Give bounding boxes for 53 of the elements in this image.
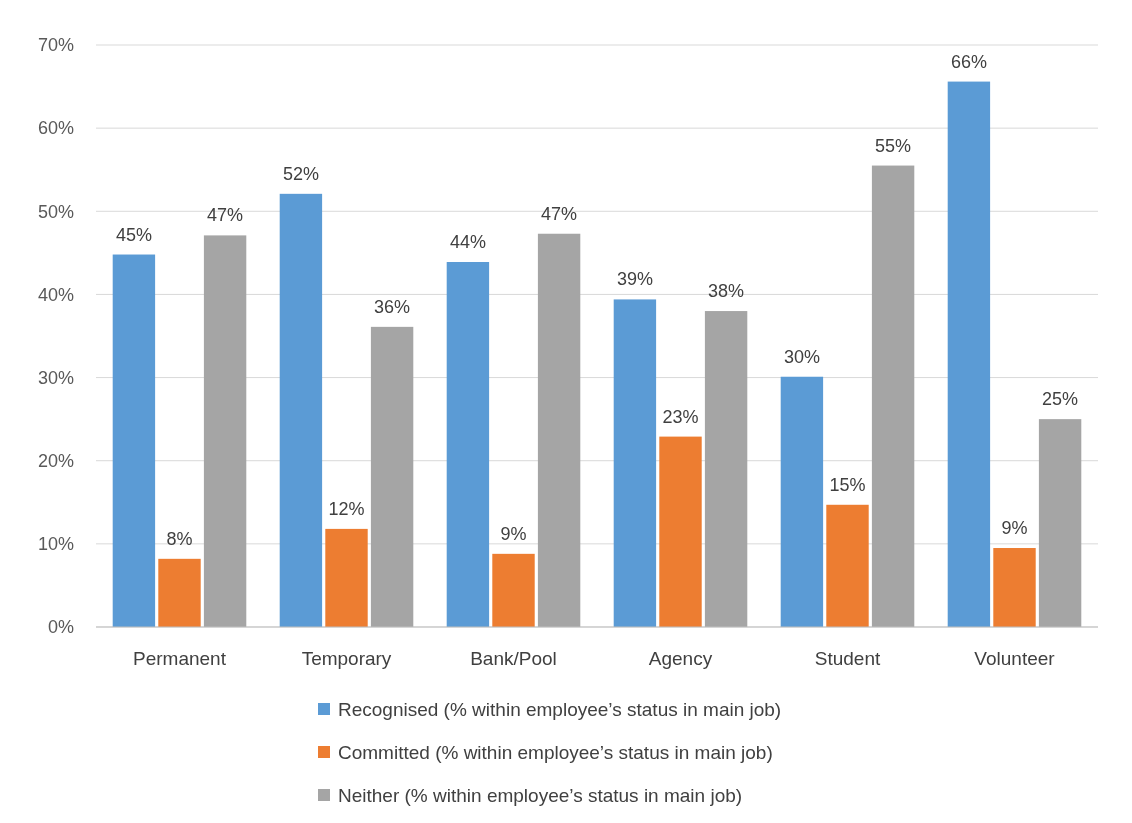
bar bbox=[537, 233, 581, 627]
y-tick-label: 70% bbox=[37, 35, 74, 56]
bar bbox=[370, 326, 414, 627]
bar bbox=[780, 376, 824, 627]
y-tick-label: 10% bbox=[37, 534, 74, 555]
x-tick-label: Volunteer bbox=[974, 648, 1056, 669]
data-label: 25% bbox=[1042, 389, 1079, 410]
bar bbox=[446, 262, 490, 627]
x-tick-label: Agency bbox=[648, 648, 713, 669]
y-tick-label: 60% bbox=[37, 118, 74, 139]
bar bbox=[112, 254, 156, 627]
data-label: 66% bbox=[950, 51, 987, 72]
legend-label: Committed (% within employee’s status in main job) bbox=[338, 741, 773, 763]
data-label: 47% bbox=[207, 205, 244, 226]
legend-label: Neither (% within employee’s status in main job) bbox=[338, 784, 743, 806]
data-label: 23% bbox=[662, 406, 699, 427]
y-tick-label: 50% bbox=[37, 201, 74, 222]
bar bbox=[826, 504, 869, 627]
bar bbox=[659, 436, 702, 627]
data-label: 39% bbox=[616, 269, 653, 290]
data-label: 12% bbox=[328, 498, 365, 519]
x-tick-label: Permanent bbox=[133, 648, 227, 669]
data-label: 55% bbox=[875, 135, 912, 156]
data-label: 9% bbox=[500, 523, 527, 544]
data-label: 38% bbox=[708, 281, 745, 302]
bar bbox=[947, 81, 991, 627]
bar bbox=[613, 299, 657, 627]
data-label: 30% bbox=[783, 346, 820, 367]
bar bbox=[704, 311, 748, 627]
y-tick-label: 0% bbox=[47, 617, 74, 638]
x-tick-label: Bank/Pool bbox=[470, 648, 557, 669]
y-tick-label: 40% bbox=[37, 284, 74, 305]
y-tick-label: 20% bbox=[37, 451, 74, 472]
bar bbox=[325, 528, 368, 627]
bar bbox=[993, 548, 1036, 627]
data-label: 52% bbox=[282, 163, 319, 184]
bar bbox=[1038, 419, 1082, 627]
bar bbox=[492, 553, 535, 627]
data-label: 47% bbox=[541, 203, 578, 224]
bar bbox=[279, 193, 323, 627]
x-tick-label: Student bbox=[814, 648, 881, 669]
bar bbox=[871, 165, 915, 627]
bar bbox=[203, 235, 247, 627]
data-label: 45% bbox=[115, 224, 152, 245]
x-tick-label: Temporary bbox=[301, 648, 392, 669]
legend-label: Recognised (% within employee’s status in main job) bbox=[338, 698, 782, 720]
data-label: 36% bbox=[374, 296, 411, 317]
data-label: 15% bbox=[829, 474, 866, 495]
data-label: 44% bbox=[449, 232, 486, 252]
bar bbox=[158, 558, 201, 627]
data-label: 9% bbox=[1001, 518, 1028, 539]
data-label: 8% bbox=[166, 528, 193, 549]
y-tick-label: 30% bbox=[37, 367, 74, 388]
